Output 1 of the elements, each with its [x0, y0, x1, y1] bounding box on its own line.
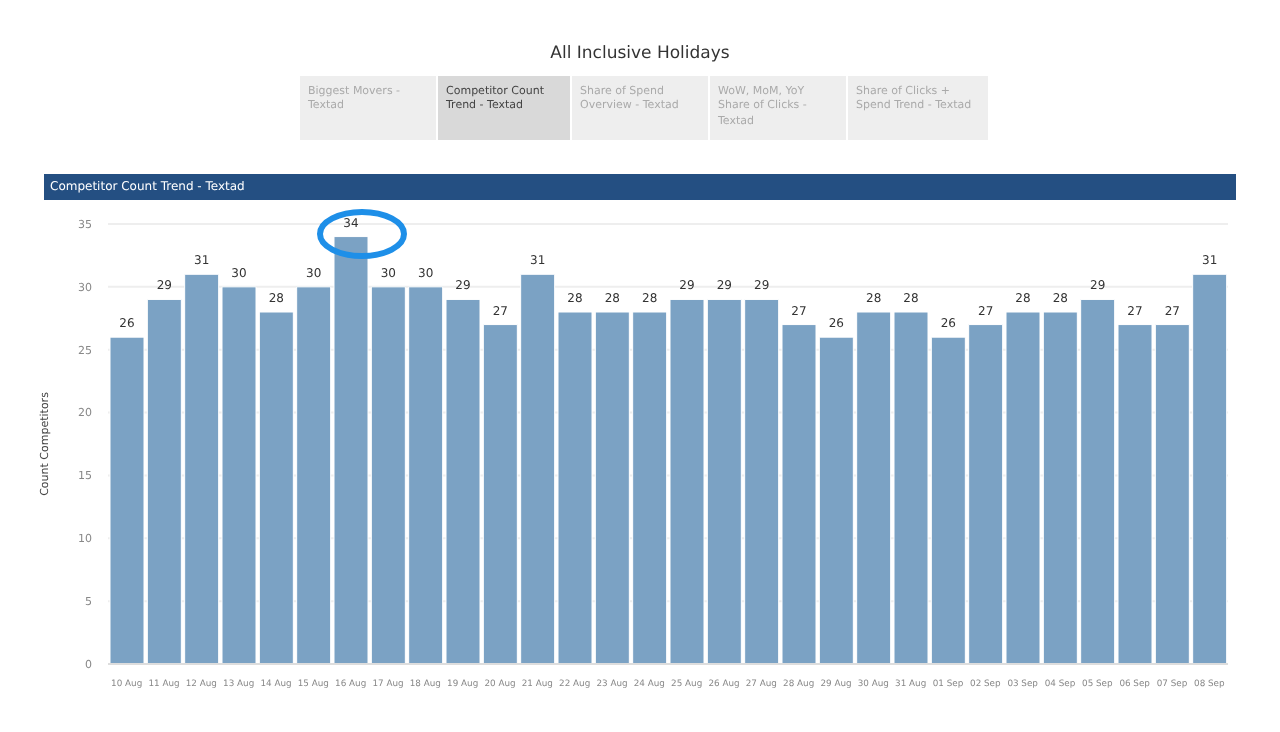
chart-title: All Inclusive Holidays	[548, 44, 732, 64]
